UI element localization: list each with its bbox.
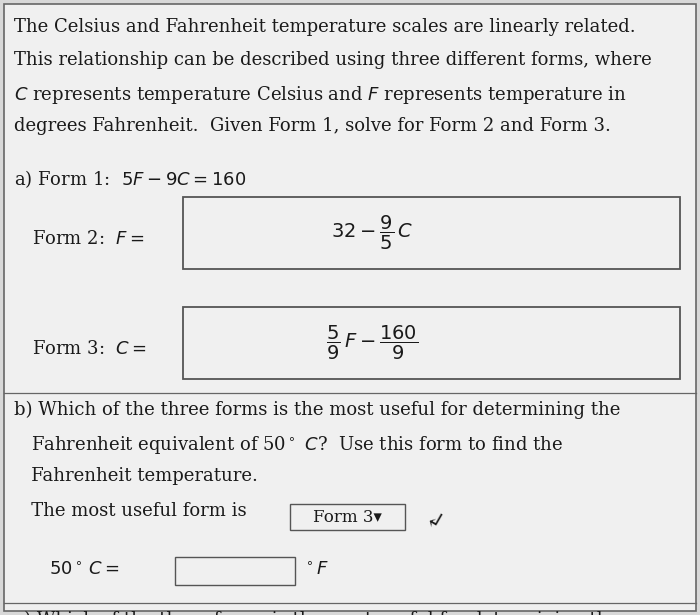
Text: Fahrenheit equivalent of 50$^\circ$ $C$?  Use this form to find the: Fahrenheit equivalent of 50$^\circ$ $C$?… (14, 434, 563, 456)
Text: $32 - \dfrac{9}{5}\,C$: $32 - \dfrac{9}{5}\,C$ (330, 214, 413, 252)
FancyBboxPatch shape (183, 307, 680, 379)
Text: This relationship can be described using three different forms, where: This relationship can be described using… (14, 51, 652, 69)
Text: The most useful form is: The most useful form is (14, 502, 246, 520)
Text: Form 2:  $F = $: Form 2: $F = $ (32, 230, 145, 248)
FancyBboxPatch shape (183, 197, 680, 269)
Text: a) Form 1:  $5F - 9C = 160$: a) Form 1: $5F - 9C = 160$ (14, 168, 246, 190)
Text: $^\circ F$: $^\circ F$ (303, 561, 329, 579)
Text: Fahrenheit temperature.: Fahrenheit temperature. (14, 467, 258, 485)
Text: The Celsius and Fahrenheit temperature scales are linearly related.: The Celsius and Fahrenheit temperature s… (14, 18, 636, 36)
FancyBboxPatch shape (175, 557, 295, 585)
Text: degrees Fahrenheit.  Given Form 1, solve for Form 2 and Form 3.: degrees Fahrenheit. Given Form 1, solve … (14, 117, 611, 135)
Text: b) Which of the three forms is the most useful for determining the: b) Which of the three forms is the most … (14, 401, 620, 419)
Text: Form 3▾: Form 3▾ (313, 509, 382, 525)
Text: Form 3:  $C = $: Form 3: $C = $ (32, 340, 147, 358)
Text: $50^\circ\, C =$: $50^\circ\, C =$ (49, 561, 120, 579)
Text: $\dfrac{5}{9}\,F - \dfrac{160}{9}$: $\dfrac{5}{9}\,F - \dfrac{160}{9}$ (326, 324, 418, 362)
Text: c) Which of the three forms is the most useful for determining the: c) Which of the three forms is the most … (14, 611, 619, 615)
FancyBboxPatch shape (4, 4, 696, 611)
Text: ↲: ↲ (420, 509, 447, 538)
Text: $C$ represents temperature Celsius and $F$ represents temperature in: $C$ represents temperature Celsius and $… (14, 84, 626, 106)
FancyBboxPatch shape (290, 504, 405, 530)
